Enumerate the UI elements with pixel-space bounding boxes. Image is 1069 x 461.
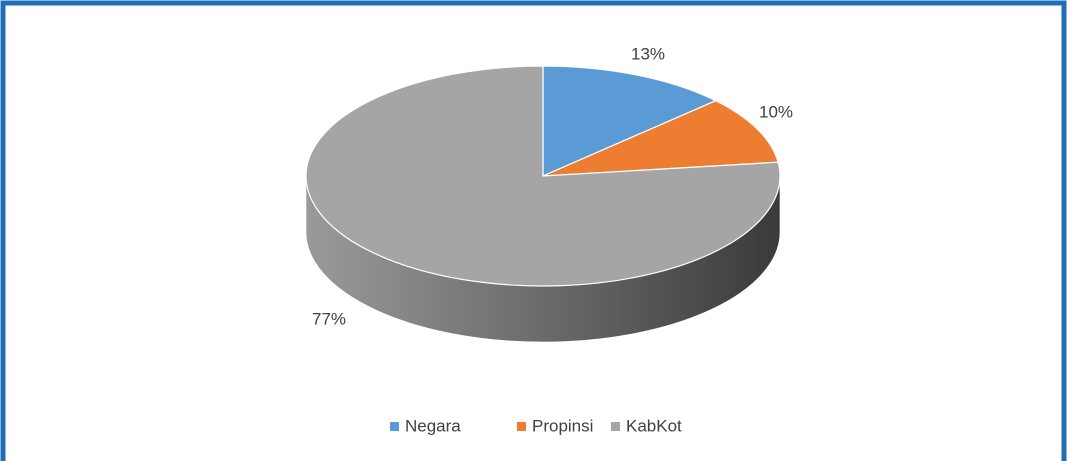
data-label: 10% (759, 102, 793, 121)
legend-label: KabKot (626, 416, 682, 435)
legend-label: Propinsi (532, 416, 593, 435)
legend-swatch (390, 422, 399, 431)
data-label: 77% (312, 309, 346, 328)
legend-swatch (611, 422, 620, 431)
data-label: 13% (631, 44, 665, 63)
pie-slice (542, 100, 779, 177)
pie-slice (305, 65, 781, 287)
legend-swatch (517, 422, 526, 431)
pie-slice (542, 65, 718, 177)
legend-label: Negara (405, 416, 461, 435)
